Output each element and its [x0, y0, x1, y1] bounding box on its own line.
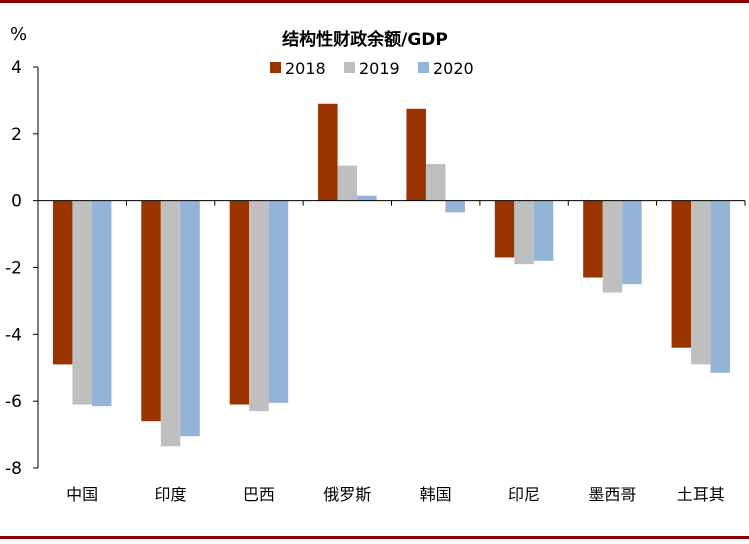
bar-2018 [229, 200, 250, 405]
bar-2020 [533, 200, 554, 261]
bar-2019 [602, 200, 623, 293]
bar-2020 [268, 200, 289, 403]
bottom-rule [0, 536, 749, 539]
x-category-label: 印尼 [508, 485, 540, 504]
x-category-label: 巴西 [243, 485, 275, 504]
bar-2018 [671, 200, 692, 348]
legend-label: 2018 [285, 59, 326, 78]
legend-label: 2020 [433, 59, 474, 78]
bar-2019 [425, 163, 446, 201]
x-axis: 中国 印度 巴西 俄罗斯 韩国 印尼 墨西哥 土耳其 [37, 200, 746, 504]
y-tick-label: 4 [11, 58, 22, 78]
legend-swatch-2020 [418, 62, 429, 73]
bar-2018 [52, 200, 73, 365]
bar-2019 [691, 200, 711, 365]
bar-2019 [160, 200, 181, 447]
bar-2018 [583, 200, 603, 278]
legend-swatch-2018 [270, 62, 281, 73]
bar-2020 [180, 200, 200, 437]
y-unit-label: % [10, 24, 27, 45]
x-category-label: 墨西哥 [588, 485, 636, 504]
bar-2019 [72, 200, 92, 405]
bar-2018 [494, 200, 515, 258]
bar-2019 [514, 200, 534, 265]
bar-2020 [445, 200, 465, 213]
y-tick-label: -6 [5, 392, 22, 412]
bar-2019 [249, 200, 269, 412]
bar-2020 [710, 200, 731, 373]
x-category-label: 中国 [66, 485, 98, 504]
bar-2020 [622, 200, 642, 285]
bar-2020 [91, 200, 112, 407]
legend: 2018 2019 2020 [270, 59, 474, 78]
y-axis: 4 2 0 -2 -4 -6 -8 [5, 58, 39, 479]
bar-2018 [141, 200, 161, 422]
legend-swatch-2019 [344, 62, 355, 73]
y-tick-label: -2 [5, 259, 22, 279]
legend-label: 2019 [359, 59, 400, 78]
y-tick-label: 0 [11, 192, 22, 212]
x-category-label: 俄罗斯 [323, 485, 371, 504]
y-tick-label: -8 [5, 459, 22, 479]
x-category-label: 韩国 [420, 485, 452, 504]
bars [52, 103, 731, 447]
bar-2019 [337, 165, 358, 201]
bar-2020 [357, 195, 377, 201]
y-tick-label: 2 [11, 125, 22, 145]
x-category-label: 土耳其 [677, 485, 725, 504]
bar-2018 [406, 108, 426, 201]
chart-title: 结构性财政余额/GDP [282, 29, 448, 50]
top-rule [0, 0, 749, 3]
bar-2018 [318, 103, 338, 201]
y-tick-label: -4 [5, 325, 22, 345]
x-category-label: 印度 [155, 485, 187, 504]
